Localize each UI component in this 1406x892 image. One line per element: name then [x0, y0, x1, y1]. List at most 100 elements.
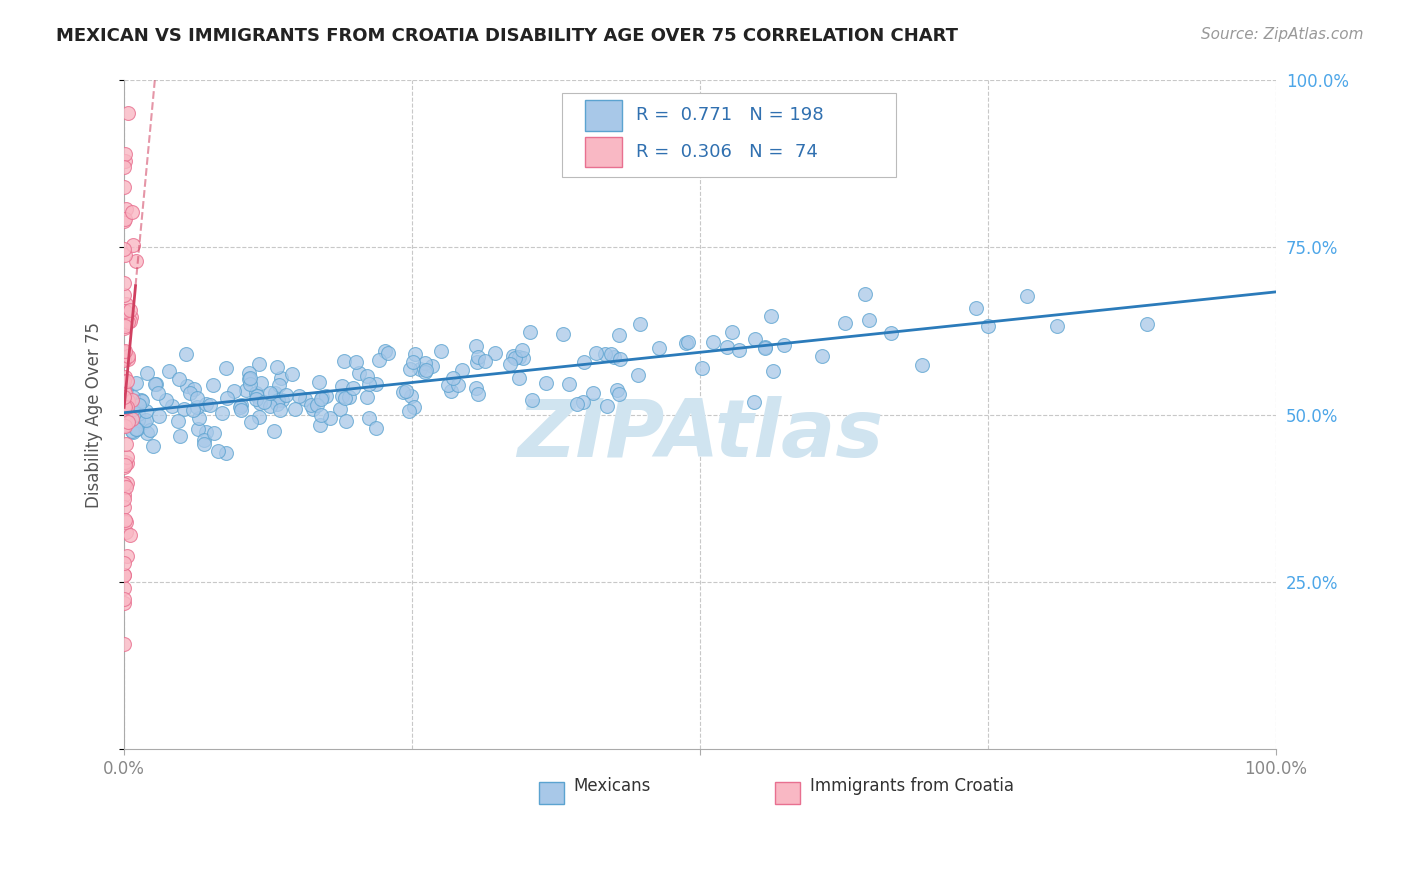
- Point: [112, 417, 135, 432]
- Point: [609, 351, 631, 366]
- Point: [166, 414, 188, 428]
- Point: [239, 415, 262, 429]
- Point: [467, 351, 489, 365]
- Point: [114, 343, 136, 358]
- Point: [117, 315, 139, 329]
- Point: [245, 386, 267, 401]
- Point: [332, 389, 354, 403]
- Point: [319, 411, 342, 425]
- Point: [264, 386, 287, 401]
- Point: [259, 399, 281, 413]
- Point: [143, 376, 166, 391]
- Point: [115, 450, 138, 465]
- Point: [112, 460, 135, 475]
- Point: [834, 316, 856, 330]
- Point: [112, 568, 135, 582]
- Point: [512, 351, 534, 365]
- Point: [194, 397, 217, 411]
- Point: [269, 403, 291, 417]
- Point: [519, 325, 541, 339]
- Text: R =  0.771   N = 198: R = 0.771 N = 198: [636, 106, 824, 125]
- Point: [115, 525, 138, 540]
- Point: [239, 371, 262, 385]
- Point: [129, 393, 152, 408]
- Point: [270, 371, 292, 385]
- Text: ZIPAtlas: ZIPAtlas: [517, 396, 883, 474]
- Point: [276, 387, 298, 401]
- Point: [399, 389, 422, 403]
- Point: [117, 106, 139, 120]
- Point: [484, 346, 506, 360]
- Point: [127, 407, 149, 421]
- Point: [702, 335, 724, 350]
- Point: [716, 340, 738, 354]
- Point: [120, 310, 142, 325]
- Point: [607, 386, 630, 401]
- Point: [1136, 317, 1159, 331]
- Point: [429, 344, 451, 359]
- Point: [112, 637, 135, 651]
- Point: [229, 398, 252, 412]
- Point: [134, 415, 156, 429]
- Point: [245, 392, 267, 406]
- Y-axis label: Disability Age Over 75: Disability Age Over 75: [86, 322, 103, 508]
- Point: [112, 592, 135, 607]
- Point: [114, 374, 136, 388]
- Point: [211, 406, 233, 420]
- Point: [125, 376, 148, 390]
- Text: Immigrants from Croatia: Immigrants from Croatia: [810, 777, 1014, 795]
- Point: [415, 356, 437, 370]
- Point: [356, 390, 378, 404]
- Point: [115, 549, 138, 563]
- Text: Source: ZipAtlas.com: Source: ZipAtlas.com: [1201, 27, 1364, 42]
- Point: [142, 438, 165, 452]
- Point: [121, 390, 143, 404]
- Point: [600, 346, 623, 360]
- Point: [115, 350, 138, 364]
- Point: [308, 376, 330, 390]
- Point: [187, 411, 209, 425]
- Point: [810, 349, 832, 363]
- Point: [112, 500, 135, 514]
- Point: [127, 412, 149, 426]
- Point: [502, 350, 524, 364]
- Point: [112, 353, 135, 368]
- Point: [329, 401, 352, 416]
- Point: [759, 310, 782, 324]
- Point: [114, 248, 136, 262]
- Point: [112, 492, 135, 507]
- Point: [368, 352, 391, 367]
- Point: [117, 415, 139, 429]
- Point: [593, 347, 616, 361]
- Point: [112, 383, 135, 397]
- Point: [259, 385, 281, 400]
- Point: [114, 390, 136, 404]
- Point: [114, 385, 136, 400]
- Point: [235, 383, 257, 397]
- Point: [114, 556, 136, 570]
- Point: [309, 417, 332, 432]
- Point: [330, 379, 353, 393]
- Point: [114, 318, 136, 333]
- Point: [114, 212, 136, 227]
- Point: [508, 371, 530, 385]
- Point: [117, 352, 139, 367]
- Point: [398, 362, 420, 376]
- Point: [202, 425, 225, 440]
- Point: [607, 328, 630, 343]
- Point: [335, 414, 357, 428]
- Point: [727, 343, 749, 357]
- Point: [342, 381, 364, 395]
- Point: [401, 355, 423, 369]
- Point: [364, 376, 387, 391]
- Point: [395, 384, 418, 398]
- Point: [447, 377, 470, 392]
- Point: [977, 319, 1000, 334]
- Point: [114, 180, 136, 194]
- Point: [117, 349, 139, 363]
- Point: [117, 392, 139, 406]
- Point: [157, 364, 180, 378]
- Point: [125, 422, 148, 436]
- Point: [744, 395, 766, 409]
- Point: [167, 372, 190, 386]
